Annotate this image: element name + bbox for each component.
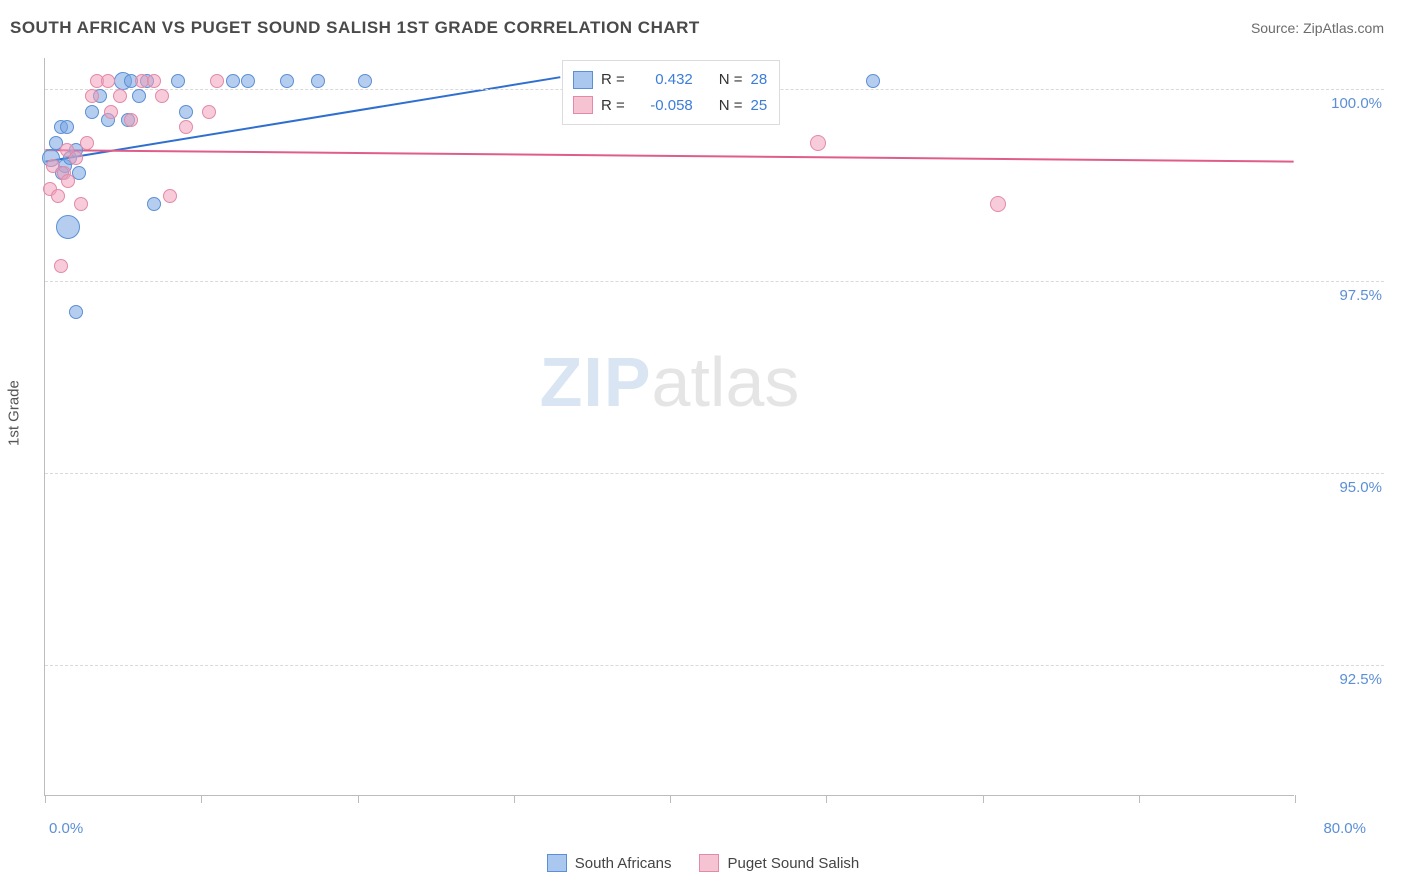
data-point-south_africans xyxy=(179,105,193,119)
data-point-south_africans xyxy=(56,215,80,239)
stat-n-label: N = xyxy=(719,67,743,93)
watermark-atlas: atlas xyxy=(652,343,800,421)
x-tick xyxy=(45,795,46,803)
legend-item-puget_sound_salish: Puget Sound Salish xyxy=(699,854,859,872)
legend-swatch-puget_sound_salish xyxy=(699,854,719,872)
data-point-south_africans xyxy=(866,74,880,88)
data-point-puget_sound_salish xyxy=(202,105,216,119)
data-point-south_africans xyxy=(60,120,74,134)
correlation-stats-box: R = 0.432 N = 28 R = -0.058 N = 25 xyxy=(562,60,780,125)
stat-r-value-south_africans: 0.432 xyxy=(633,67,693,93)
gridline xyxy=(45,281,1384,282)
x-tick xyxy=(201,795,202,803)
data-point-puget_sound_salish xyxy=(210,74,224,88)
watermark: ZIPatlas xyxy=(540,342,800,422)
data-point-puget_sound_salish xyxy=(61,174,75,188)
gridline xyxy=(45,665,1384,666)
data-point-puget_sound_salish xyxy=(113,89,127,103)
gridline xyxy=(45,473,1384,474)
data-point-puget_sound_salish xyxy=(179,120,193,134)
bottom-legend: South Africans Puget Sound Salish xyxy=(0,854,1406,872)
data-point-puget_sound_salish xyxy=(85,89,99,103)
data-point-south_africans xyxy=(132,89,146,103)
x-tick xyxy=(983,795,984,803)
data-point-puget_sound_salish xyxy=(810,135,826,151)
data-point-south_africans xyxy=(171,74,185,88)
data-point-puget_sound_salish xyxy=(51,189,65,203)
data-point-south_africans xyxy=(311,74,325,88)
y-axis-title: 1st Grade xyxy=(6,380,23,446)
stat-n-value-south_africans: 28 xyxy=(751,67,768,93)
data-point-south_africans xyxy=(241,74,255,88)
watermark-zip: ZIP xyxy=(540,343,652,421)
data-point-puget_sound_salish xyxy=(147,74,161,88)
x-axis-max-label: 80.0% xyxy=(1323,820,1366,837)
data-point-puget_sound_salish xyxy=(155,89,169,103)
legend-item-south_africans: South Africans xyxy=(547,854,672,872)
legend-swatch-south_africans xyxy=(547,854,567,872)
swatch-south_africans xyxy=(573,71,593,89)
x-tick xyxy=(358,795,359,803)
data-point-south_africans xyxy=(358,74,372,88)
x-tick xyxy=(670,795,671,803)
data-point-south_africans xyxy=(147,197,161,211)
data-point-south_africans xyxy=(69,305,83,319)
chart-title: SOUTH AFRICAN VS PUGET SOUND SALISH 1ST … xyxy=(10,18,700,38)
y-tick-label: 100.0% xyxy=(1302,95,1382,112)
stats-row-puget_sound_salish: R = -0.058 N = 25 xyxy=(573,93,767,119)
x-tick xyxy=(1295,795,1296,803)
legend-label-south_africans: South Africans xyxy=(575,855,672,872)
data-point-puget_sound_salish xyxy=(104,105,118,119)
data-point-puget_sound_salish xyxy=(124,113,138,127)
plot-area: ZIPatlas 100.0%97.5%95.0%92.5%0.0%80.0% xyxy=(44,58,1294,796)
data-point-south_africans xyxy=(226,74,240,88)
stat-r-value-puget_sound_salish: -0.058 xyxy=(633,93,693,119)
data-point-puget_sound_salish xyxy=(74,197,88,211)
stat-n-value-puget_sound_salish: 25 xyxy=(751,93,768,119)
x-tick xyxy=(826,795,827,803)
data-point-south_africans xyxy=(280,74,294,88)
y-tick-label: 92.5% xyxy=(1302,671,1382,688)
stats-row-south_africans: R = 0.432 N = 28 xyxy=(573,67,767,93)
x-tick xyxy=(1139,795,1140,803)
trend-line-puget_sound_salish xyxy=(45,150,1293,162)
x-tick xyxy=(514,795,515,803)
legend-label-puget_sound_salish: Puget Sound Salish xyxy=(727,855,859,872)
data-point-puget_sound_salish xyxy=(990,196,1006,212)
trend-lines-layer xyxy=(45,58,1294,795)
stat-r-label: R = xyxy=(601,93,625,119)
data-point-puget_sound_salish xyxy=(163,189,177,203)
swatch-puget_sound_salish xyxy=(573,96,593,114)
stat-n-label: N = xyxy=(719,93,743,119)
x-axis-min-label: 0.0% xyxy=(49,820,83,837)
stat-r-label: R = xyxy=(601,67,625,93)
source-attribution: Source: ZipAtlas.com xyxy=(1251,20,1384,36)
data-point-puget_sound_salish xyxy=(54,259,68,273)
data-point-south_africans xyxy=(85,105,99,119)
data-point-puget_sound_salish xyxy=(101,74,115,88)
y-tick-label: 95.0% xyxy=(1302,479,1382,496)
data-point-puget_sound_salish xyxy=(69,151,83,165)
y-tick-label: 97.5% xyxy=(1302,287,1382,304)
data-point-puget_sound_salish xyxy=(80,136,94,150)
